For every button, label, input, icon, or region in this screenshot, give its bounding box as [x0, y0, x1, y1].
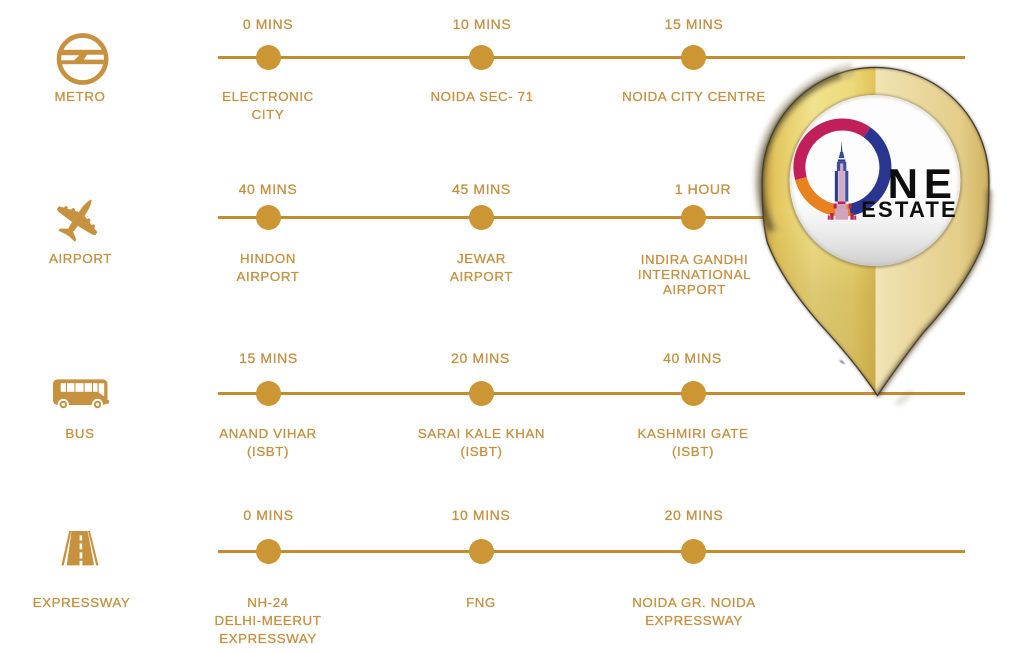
svg-text:NE: NE — [888, 160, 958, 207]
svg-text:ESTATE: ESTATE — [861, 197, 958, 222]
